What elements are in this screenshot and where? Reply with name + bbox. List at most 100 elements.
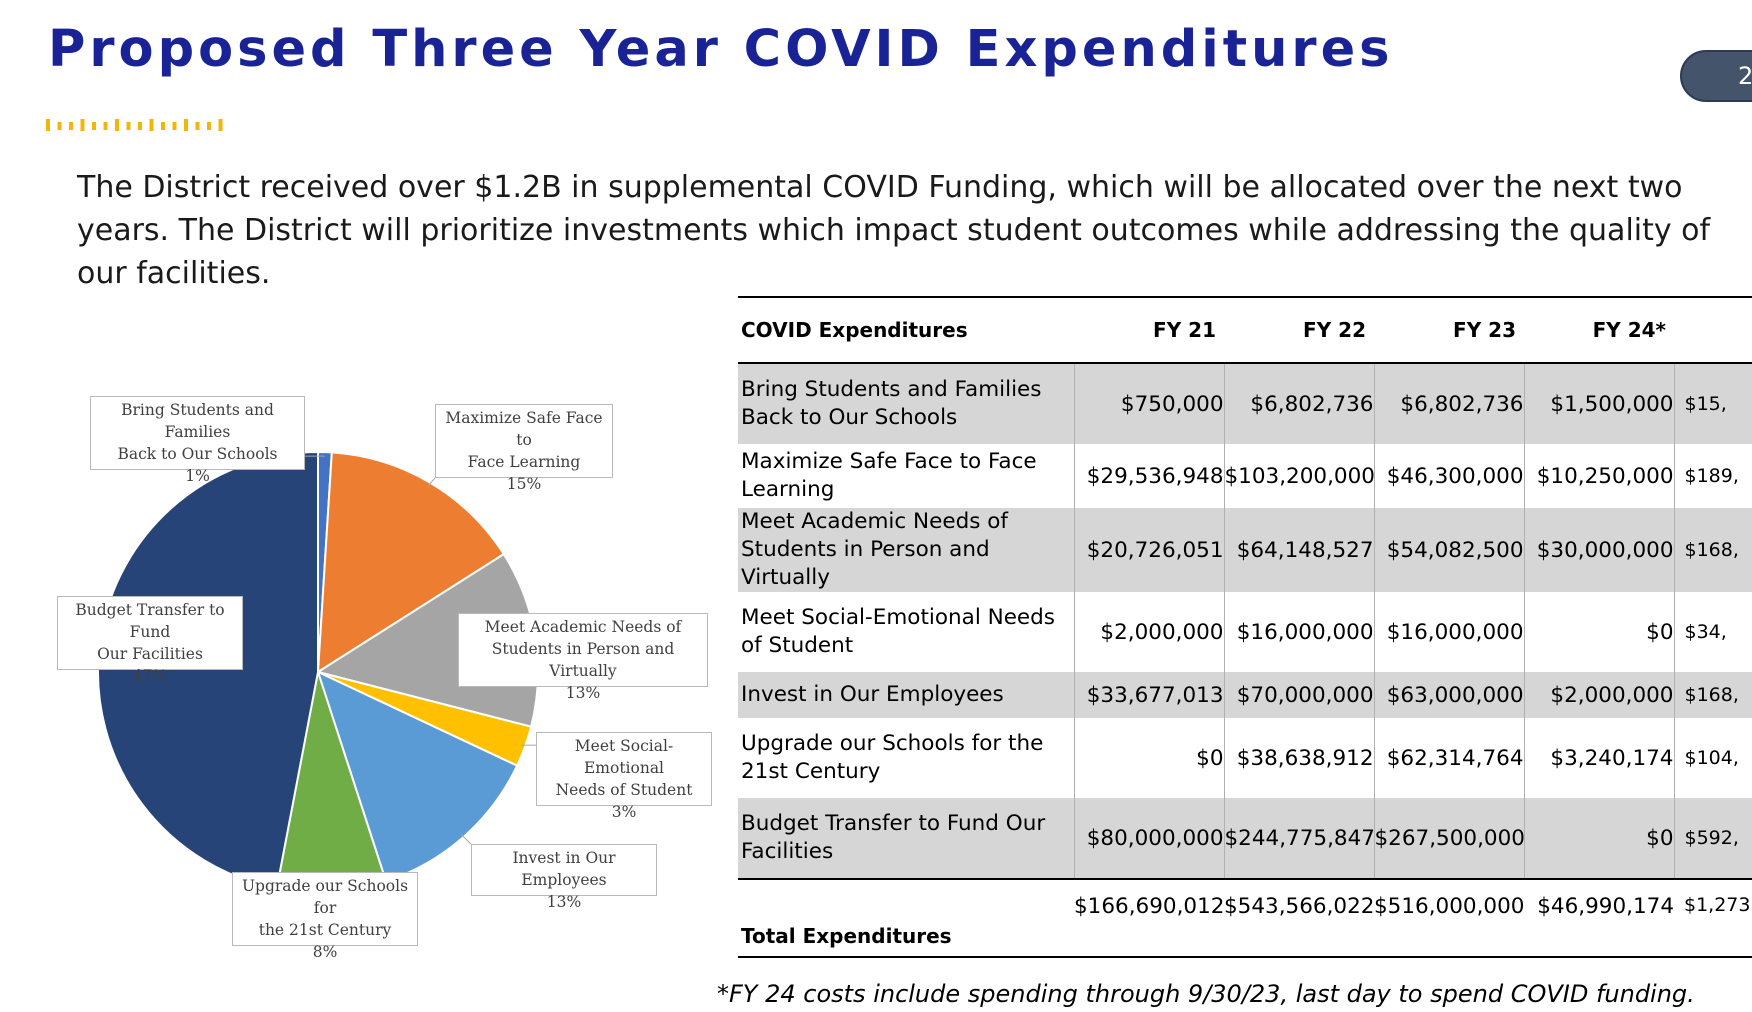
pie-label-percent: 13% bbox=[565, 684, 601, 702]
row-label: Meet Academic Needs of Students in Perso… bbox=[738, 508, 1075, 592]
pie-label-text: the 21st Century bbox=[258, 921, 392, 939]
accent-dot bbox=[218, 119, 223, 131]
cell-fy23: $16,000,000 bbox=[1374, 592, 1525, 672]
table-row: Budget Transfer to Fund Our Facilities $8… bbox=[738, 798, 1752, 879]
pie-label-percent: 1% bbox=[185, 467, 210, 485]
total-label: Total Expenditures bbox=[738, 878, 1074, 958]
row-label: Invest in Our Employees bbox=[738, 672, 1075, 718]
row-label: Meet Social-Emotional Needs of Student bbox=[738, 592, 1075, 672]
row-label: Bring Students and Families Back to Our … bbox=[738, 363, 1075, 444]
total-fy23: $516,000,000 bbox=[1374, 878, 1524, 958]
total-fy22: $543,566,022 bbox=[1224, 878, 1374, 958]
intro-paragraph: The District received over $1.2B in supp… bbox=[77, 170, 1711, 291]
cell-fy23: $267,500,000 bbox=[1374, 798, 1525, 879]
page-number-badge: 2 bbox=[1680, 50, 1752, 102]
pie-label-text: Face Learning bbox=[467, 453, 581, 471]
pie-data-label: Meet Academic Needs of Students in Person… bbox=[458, 613, 708, 702]
header-covid-expenditures: COVID Expenditures bbox=[738, 296, 1074, 364]
header-fy23: FY 23 bbox=[1374, 296, 1524, 364]
header-total-cutoff bbox=[1674, 296, 1752, 364]
pie-data-label: Budget Transfer to Fund Our Facilities 47% bbox=[57, 596, 243, 685]
pie-label-percent: 13% bbox=[546, 893, 582, 911]
leader-line bbox=[460, 833, 472, 845]
cell-total: $168, bbox=[1674, 672, 1752, 718]
header-fy24: FY 24* bbox=[1524, 296, 1674, 364]
cell-fy24: $10,250,000 bbox=[1524, 444, 1675, 508]
table-header-row: COVID Expenditures FY 21 FY 22 FY 23 FY … bbox=[738, 296, 1752, 364]
cell-fy24: $30,000,000 bbox=[1524, 508, 1675, 592]
page-title: Proposed Three Year COVID Expenditures bbox=[48, 20, 1394, 79]
cell-total: $168, bbox=[1674, 508, 1752, 592]
row-label: Budget Transfer to Fund Our Facilities bbox=[738, 798, 1075, 879]
accent-dots-decoration bbox=[46, 119, 223, 131]
total-fy21: $166,690,012 bbox=[1074, 878, 1224, 958]
pie-label-percent: 8% bbox=[312, 943, 338, 961]
cell-fy24: $0 bbox=[1524, 592, 1675, 672]
cell-total: $104, bbox=[1684, 747, 1739, 769]
table-row: Bring Students and Families Back to Our … bbox=[738, 363, 1752, 444]
cell-fy23: $63,000,000 bbox=[1374, 672, 1525, 718]
cell-fy22: $16,000,000 bbox=[1224, 592, 1375, 672]
cell-fy23: $62,314,764 bbox=[1374, 718, 1525, 798]
cell-fy21: $2,000,000 bbox=[1074, 592, 1225, 672]
accent-dot bbox=[92, 122, 96, 130]
pie-label-text: Needs of Student bbox=[555, 781, 693, 799]
table-row: Meet Academic Needs of Students in Perso… bbox=[738, 508, 1752, 592]
footnote: *FY 24 costs include spending through 9/… bbox=[717, 980, 1695, 1008]
accent-dot bbox=[195, 122, 200, 130]
row-label: Maximize Safe Face to Face Learning bbox=[738, 444, 1075, 508]
accent-dot bbox=[138, 122, 142, 130]
cell-fy22: $38,638,912 bbox=[1224, 718, 1375, 798]
pie-label-text: Our Facilities bbox=[97, 645, 203, 663]
pie-data-label: Meet Social-Emotional Needs of Student 3% bbox=[536, 732, 712, 821]
accent-dot bbox=[149, 119, 154, 131]
cell-fy21: $750,000 bbox=[1074, 363, 1225, 444]
header-fy22: FY 22 bbox=[1224, 296, 1374, 364]
cell-total: $189, bbox=[1684, 465, 1739, 487]
accent-dot bbox=[126, 122, 131, 130]
cell-fy23: $6,802,736 bbox=[1374, 363, 1525, 444]
cell-fy24: $2,000,000 bbox=[1524, 672, 1675, 718]
cell-total: $34, bbox=[1684, 621, 1727, 643]
pie-label-text: Meet Social-Emotional bbox=[574, 737, 674, 777]
cell-fy22: $244,775,847 bbox=[1224, 798, 1375, 879]
pie-data-label: Bring Students and Families Back to Our S… bbox=[90, 396, 305, 485]
pie-label-text: Bring Students and Families bbox=[121, 401, 274, 441]
accent-dot bbox=[57, 122, 62, 130]
total-row: Total Expenditures $166,690,012 $543,566… bbox=[738, 878, 1752, 958]
cell-fy22: $70,000,000 bbox=[1224, 672, 1375, 718]
pie-label-text: Meet Academic Needs of bbox=[484, 618, 682, 636]
accent-dot bbox=[184, 119, 188, 131]
cell-total: $592, bbox=[1674, 798, 1752, 879]
table-row: Meet Social-Emotional Needs of Student $2… bbox=[738, 592, 1752, 672]
table-row: Maximize Safe Face to Face Learning $29,5… bbox=[738, 444, 1752, 508]
pie-label-text: Students in Person and Virtually bbox=[491, 640, 675, 680]
pie-chart: Bring Students and Families Back to Our S… bbox=[0, 380, 720, 961]
accent-dot bbox=[207, 122, 211, 130]
accent-dot bbox=[80, 119, 85, 131]
expenditures-table: COVID Expenditures FY 21 FY 22 FY 23 FY … bbox=[738, 296, 1752, 958]
cell-fy24: $0 bbox=[1524, 798, 1675, 879]
pie-label-text: Upgrade our Schools for bbox=[241, 877, 409, 917]
row-label: Upgrade our Schools for the 21st Century bbox=[738, 718, 1075, 798]
pie-label-text: Maximize Safe Face to bbox=[445, 409, 603, 449]
cell-total: $15, bbox=[1674, 363, 1752, 444]
leader-line bbox=[427, 477, 436, 487]
pie-label-percent: 47% bbox=[132, 667, 168, 685]
cell-fy21: $0 bbox=[1074, 718, 1225, 798]
cell-fy22: $64,148,527 bbox=[1224, 508, 1375, 592]
cell-fy24: $3,240,174 bbox=[1524, 718, 1675, 798]
pie-data-label: Upgrade our Schools for the 21st Century 8… bbox=[232, 872, 418, 961]
cell-fy21: $20,726,051 bbox=[1074, 508, 1225, 592]
pie-slice bbox=[316, 451, 506, 674]
pie-label-text: Back to Our Schools bbox=[117, 445, 278, 463]
table-row: Upgrade our Schools for the 21st Century… bbox=[738, 718, 1752, 798]
pie-data-label: Maximize Safe Face to Face Learning 15% bbox=[435, 404, 613, 493]
cell-fy23: $54,082,500 bbox=[1374, 508, 1525, 592]
pie-label-text: Budget Transfer to Fund bbox=[75, 601, 225, 641]
pie-data-label: Invest in Our Employees 13% bbox=[471, 844, 657, 911]
table-row: Invest in Our Employees $33,677,013 $70,00… bbox=[738, 672, 1752, 718]
accent-dot bbox=[103, 122, 108, 130]
cell-fy24: $1,500,000 bbox=[1524, 363, 1675, 444]
pie-label-percent: 3% bbox=[611, 803, 637, 821]
